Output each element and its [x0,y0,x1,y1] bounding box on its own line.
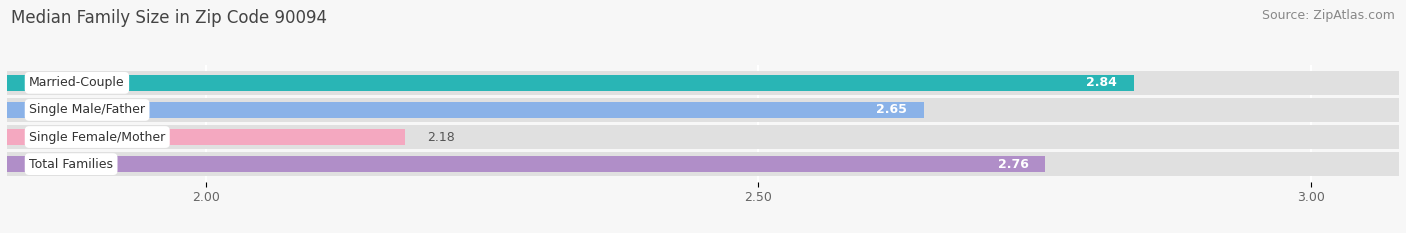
Bar [7,129,405,145]
Text: Single Male/Father: Single Male/Father [30,103,145,116]
Text: 2.18: 2.18 [427,130,454,144]
Text: 2.76: 2.76 [998,158,1029,171]
Bar [7,125,1399,149]
Bar [7,98,1399,122]
Text: 2.84: 2.84 [1087,76,1118,89]
Text: Single Female/Mother: Single Female/Mother [30,130,166,144]
Text: Source: ZipAtlas.com: Source: ZipAtlas.com [1261,9,1395,22]
Bar [7,102,924,118]
Bar [7,71,1399,95]
Text: Married-Couple: Married-Couple [30,76,125,89]
Bar [7,75,1133,91]
Bar [7,152,1399,176]
Bar [7,156,1046,172]
Text: Median Family Size in Zip Code 90094: Median Family Size in Zip Code 90094 [11,9,328,27]
Text: Total Families: Total Families [30,158,112,171]
Text: 2.65: 2.65 [876,103,907,116]
